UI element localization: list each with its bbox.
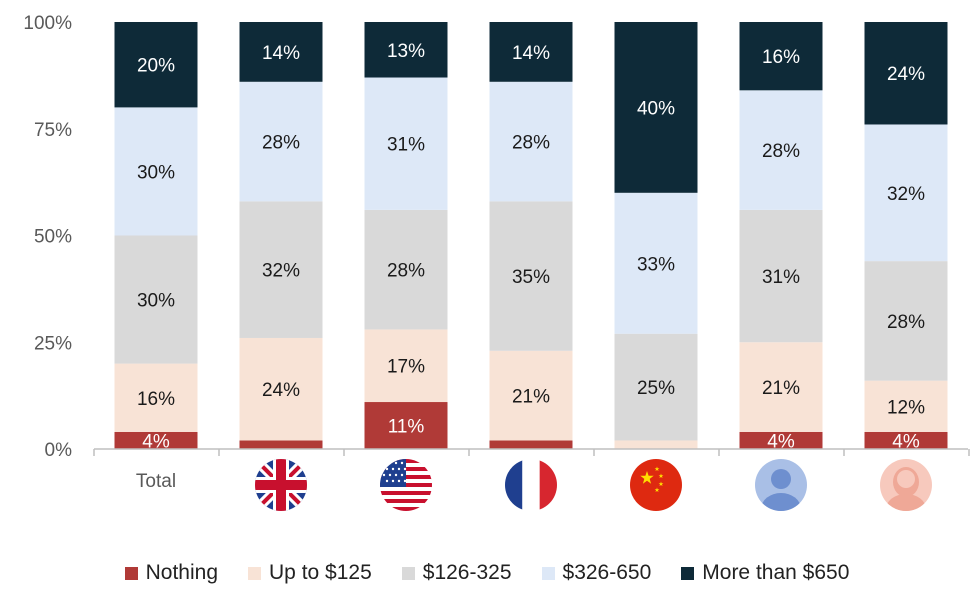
bar-segment (739, 342, 823, 432)
bar-segment (489, 22, 573, 82)
data-label: 16% (762, 47, 800, 68)
bar-segment (364, 77, 448, 210)
bar-segment (739, 90, 823, 210)
legend-label-126-325: $126-325 (422, 561, 512, 584)
data-label: 14% (262, 43, 300, 64)
legend: Nothing Up to $125 $126-325 $326-650 Mor… (0, 556, 974, 590)
y-tick-label: 25% (34, 333, 72, 354)
data-label: 11% (388, 417, 425, 438)
data-label: 35% (512, 267, 550, 288)
chart-svg: 0% 25% 50% 75% 100% 4% 16% 30% 30% 20% 24% 32% 28% 14… (23, 13, 970, 511)
legend-swatch-more-than-650 (681, 566, 695, 580)
data-label: 21% (762, 378, 800, 399)
legend-swatch-up-to-125 (248, 566, 262, 580)
data-label: 31% (387, 135, 425, 156)
data-label: 25% (637, 378, 675, 399)
bar-segment (864, 124, 948, 262)
legend-swatch-326-650 (541, 566, 555, 580)
bar-segment (364, 209, 448, 330)
bar-segment (614, 440, 698, 449)
data-label: 12% (887, 397, 925, 418)
y-tick-label: 100% (23, 13, 72, 34)
legend-item-126-325: $126-325 (401, 561, 512, 585)
data-label: 28% (512, 133, 550, 154)
bar-segment (739, 22, 823, 91)
legend-label-326-650: $326-650 (562, 561, 652, 584)
data-label: 32% (887, 184, 925, 205)
data-label: 28% (387, 261, 425, 282)
data-label: 31% (762, 267, 800, 288)
bar-segment (864, 261, 948, 381)
legend-item-nothing: Nothing (124, 561, 219, 585)
data-label: 14% (512, 43, 550, 64)
data-label: 17% (387, 357, 425, 378)
data-label: 28% (262, 133, 300, 154)
female-user-icon (880, 459, 932, 511)
bar-segment (239, 440, 323, 449)
bar-segment (239, 337, 323, 441)
legend-item-up-to-125: Up to $125 (248, 561, 372, 585)
legend-item-326-650: $326-650 (541, 561, 652, 585)
legend-label-nothing: Nothing (145, 561, 219, 584)
bar-segment (739, 431, 823, 449)
data-label: 4% (767, 431, 795, 452)
y-tick-label: 75% (34, 120, 72, 141)
bar-segment (864, 431, 948, 449)
france-flag-icon (505, 459, 557, 511)
bar-segment (489, 350, 573, 441)
bar-segment (364, 402, 448, 449)
bar-segment (239, 81, 323, 202)
data-label: 16% (137, 389, 175, 410)
legend-swatch-nothing (124, 566, 138, 580)
data-label: 24% (262, 380, 300, 401)
bar-segment (114, 107, 198, 236)
male-user-icon (755, 459, 807, 511)
y-tick-label: 0% (45, 440, 73, 461)
data-label: 28% (887, 312, 925, 333)
bar-segment (489, 81, 573, 202)
data-label: 40% (637, 98, 675, 119)
uk-flag-icon (255, 459, 307, 511)
bar-segment (489, 440, 573, 449)
bar-segment (114, 22, 198, 108)
data-label: 4% (142, 431, 170, 452)
bar-segment (239, 22, 323, 82)
data-label: 30% (137, 291, 175, 312)
data-label: 20% (137, 56, 175, 77)
legend-item-more-than-650: More than $650 (681, 561, 849, 585)
data-label: 4% (892, 431, 920, 452)
legend-swatch-126-325 (401, 566, 415, 580)
data-label: 28% (762, 141, 800, 162)
data-label: 24% (887, 64, 925, 85)
data-label: 21% (512, 387, 550, 408)
data-label: 30% (137, 162, 175, 183)
bar-segment (239, 201, 323, 338)
data-label: 32% (262, 261, 300, 282)
x-tick-label: Total (136, 471, 176, 492)
bar-segment (364, 329, 448, 403)
legend-label-more-than-650: More than $650 (702, 561, 850, 584)
bar-segment (614, 192, 698, 334)
bar-segment (114, 235, 198, 364)
data-label: 33% (637, 254, 675, 275)
legend-label-up-to-125: Up to $125 (269, 561, 372, 584)
data-label: 13% (387, 41, 425, 62)
bar-segment (614, 22, 698, 193)
bar-segment (489, 201, 573, 351)
y-tick-label: 50% (34, 227, 72, 248)
bar-segment (114, 363, 198, 432)
us-flag-icon (380, 459, 432, 511)
bar-segment (864, 22, 948, 125)
bar-segment (114, 431, 198, 449)
bar-segment (614, 333, 698, 441)
bar-segment (864, 380, 948, 432)
china-flag-icon (630, 459, 682, 511)
bar-segment (739, 209, 823, 343)
bar-segment (364, 22, 448, 78)
